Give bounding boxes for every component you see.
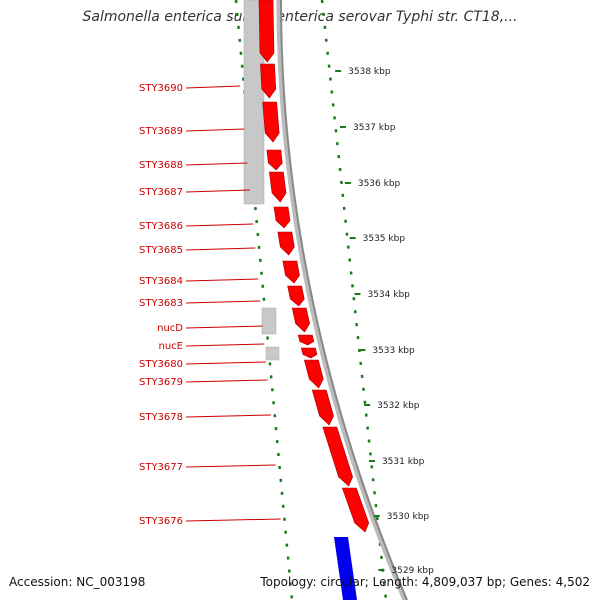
- gene-label: STY3679: [139, 377, 183, 388]
- gene-label: STY3677: [139, 462, 183, 473]
- forward-gene-arrow: [297, 334, 315, 346]
- gene-leader-line: [185, 379, 268, 383]
- forward-gene-arrow: [322, 426, 353, 487]
- gene-leader-line: [185, 189, 250, 193]
- gene-label: STY3689: [139, 126, 183, 137]
- map-title: Salmonella enterica subsp. enterica sero…: [82, 9, 518, 25]
- reverse-gene-nucD: [261, 307, 277, 335]
- gene-label: STY3685: [139, 245, 183, 256]
- kbp-label: 3531 kbp: [382, 457, 425, 467]
- gene-label: STY3683: [139, 298, 183, 309]
- forward-gene-arrow: [291, 307, 310, 333]
- gene-label: STY3690: [139, 83, 183, 94]
- forward-gene-arrow: [260, 63, 277, 99]
- gene-label: STY3676: [139, 516, 183, 527]
- forward-gene-arrow: [258, 0, 275, 63]
- kbp-label: 3538 kbp: [348, 67, 391, 77]
- gene-label: STY3684: [139, 276, 183, 287]
- gene-leader-line: [185, 325, 263, 329]
- forward-gene-arrow: [277, 231, 295, 256]
- gene-leader-line: [185, 300, 261, 304]
- gene-leader-line: [185, 518, 281, 522]
- kbp-label: 3536 kbp: [358, 179, 401, 189]
- kbp-label: 3530 kbp: [387, 512, 430, 522]
- gene-label: STY3688: [139, 160, 183, 171]
- outer-tick-track: [320, 0, 388, 600]
- forward-gene-arrow: [301, 347, 318, 359]
- kbp-scale: 3538 kbp 3537 kbp 3536 kbp 3535 kbp 3534 kbp…: [335, 67, 434, 576]
- forward-gene-arrow: [266, 149, 283, 171]
- kbp-label: 3529 kbp: [391, 566, 434, 576]
- gene-label: STY3687: [139, 187, 183, 198]
- accession-text: Accession: NC_003198: [9, 575, 146, 589]
- inner-tick-track: [234, 0, 294, 600]
- backbone-line-outer: [276, 0, 408, 600]
- backbone-line: [280, 0, 408, 600]
- kbp-label: 3534 kbp: [367, 290, 410, 300]
- gene-leader-line: [185, 464, 276, 468]
- gene-label: nucD: [157, 323, 183, 334]
- gene-label: STY3680: [139, 359, 183, 370]
- kbp-label: 3537 kbp: [353, 123, 396, 133]
- forward-gene-arrow: [273, 206, 291, 229]
- forward-gene-arrow: [269, 171, 287, 203]
- kbp-label: 3533 kbp: [372, 346, 415, 356]
- forward-gene-arrow: [282, 260, 300, 284]
- kbp-label: 3535 kbp: [363, 234, 406, 244]
- gene-leader-line: [185, 128, 245, 132]
- gene-labels: STY3690 STY3689 STY3688 STY3687 STY3686 STY36…: [139, 83, 281, 527]
- gene-leader-line: [185, 343, 265, 347]
- gene-leader-line: [185, 278, 259, 282]
- forward-gene-arrow: [303, 359, 324, 389]
- forward-gene-arrow: [311, 389, 334, 426]
- gene-features: [243, 0, 370, 600]
- highlight-feature: [334, 537, 357, 600]
- gene-leader-line: [185, 361, 266, 365]
- gene-label: STY3678: [139, 412, 183, 423]
- reverse-gene-nucE: [265, 346, 280, 361]
- forward-gene-arrow: [262, 101, 280, 143]
- track-lines: [234, 0, 408, 600]
- gene-leader-line: [185, 162, 248, 166]
- forward-gene-arrow: [287, 285, 305, 307]
- gene-leader-line: [185, 414, 271, 418]
- gene-leader-line: [185, 85, 241, 89]
- gene-leader-line: [185, 223, 254, 227]
- genome-summary-text: Topology: circular; Length: 4,809,037 bp…: [260, 575, 590, 589]
- gene-label: STY3686: [139, 221, 183, 232]
- gene-leader-line: [185, 247, 256, 251]
- forward-gene-arrow: [341, 487, 370, 533]
- kbp-label: 3532 kbp: [377, 401, 420, 411]
- gene-label: nucE: [159, 341, 184, 352]
